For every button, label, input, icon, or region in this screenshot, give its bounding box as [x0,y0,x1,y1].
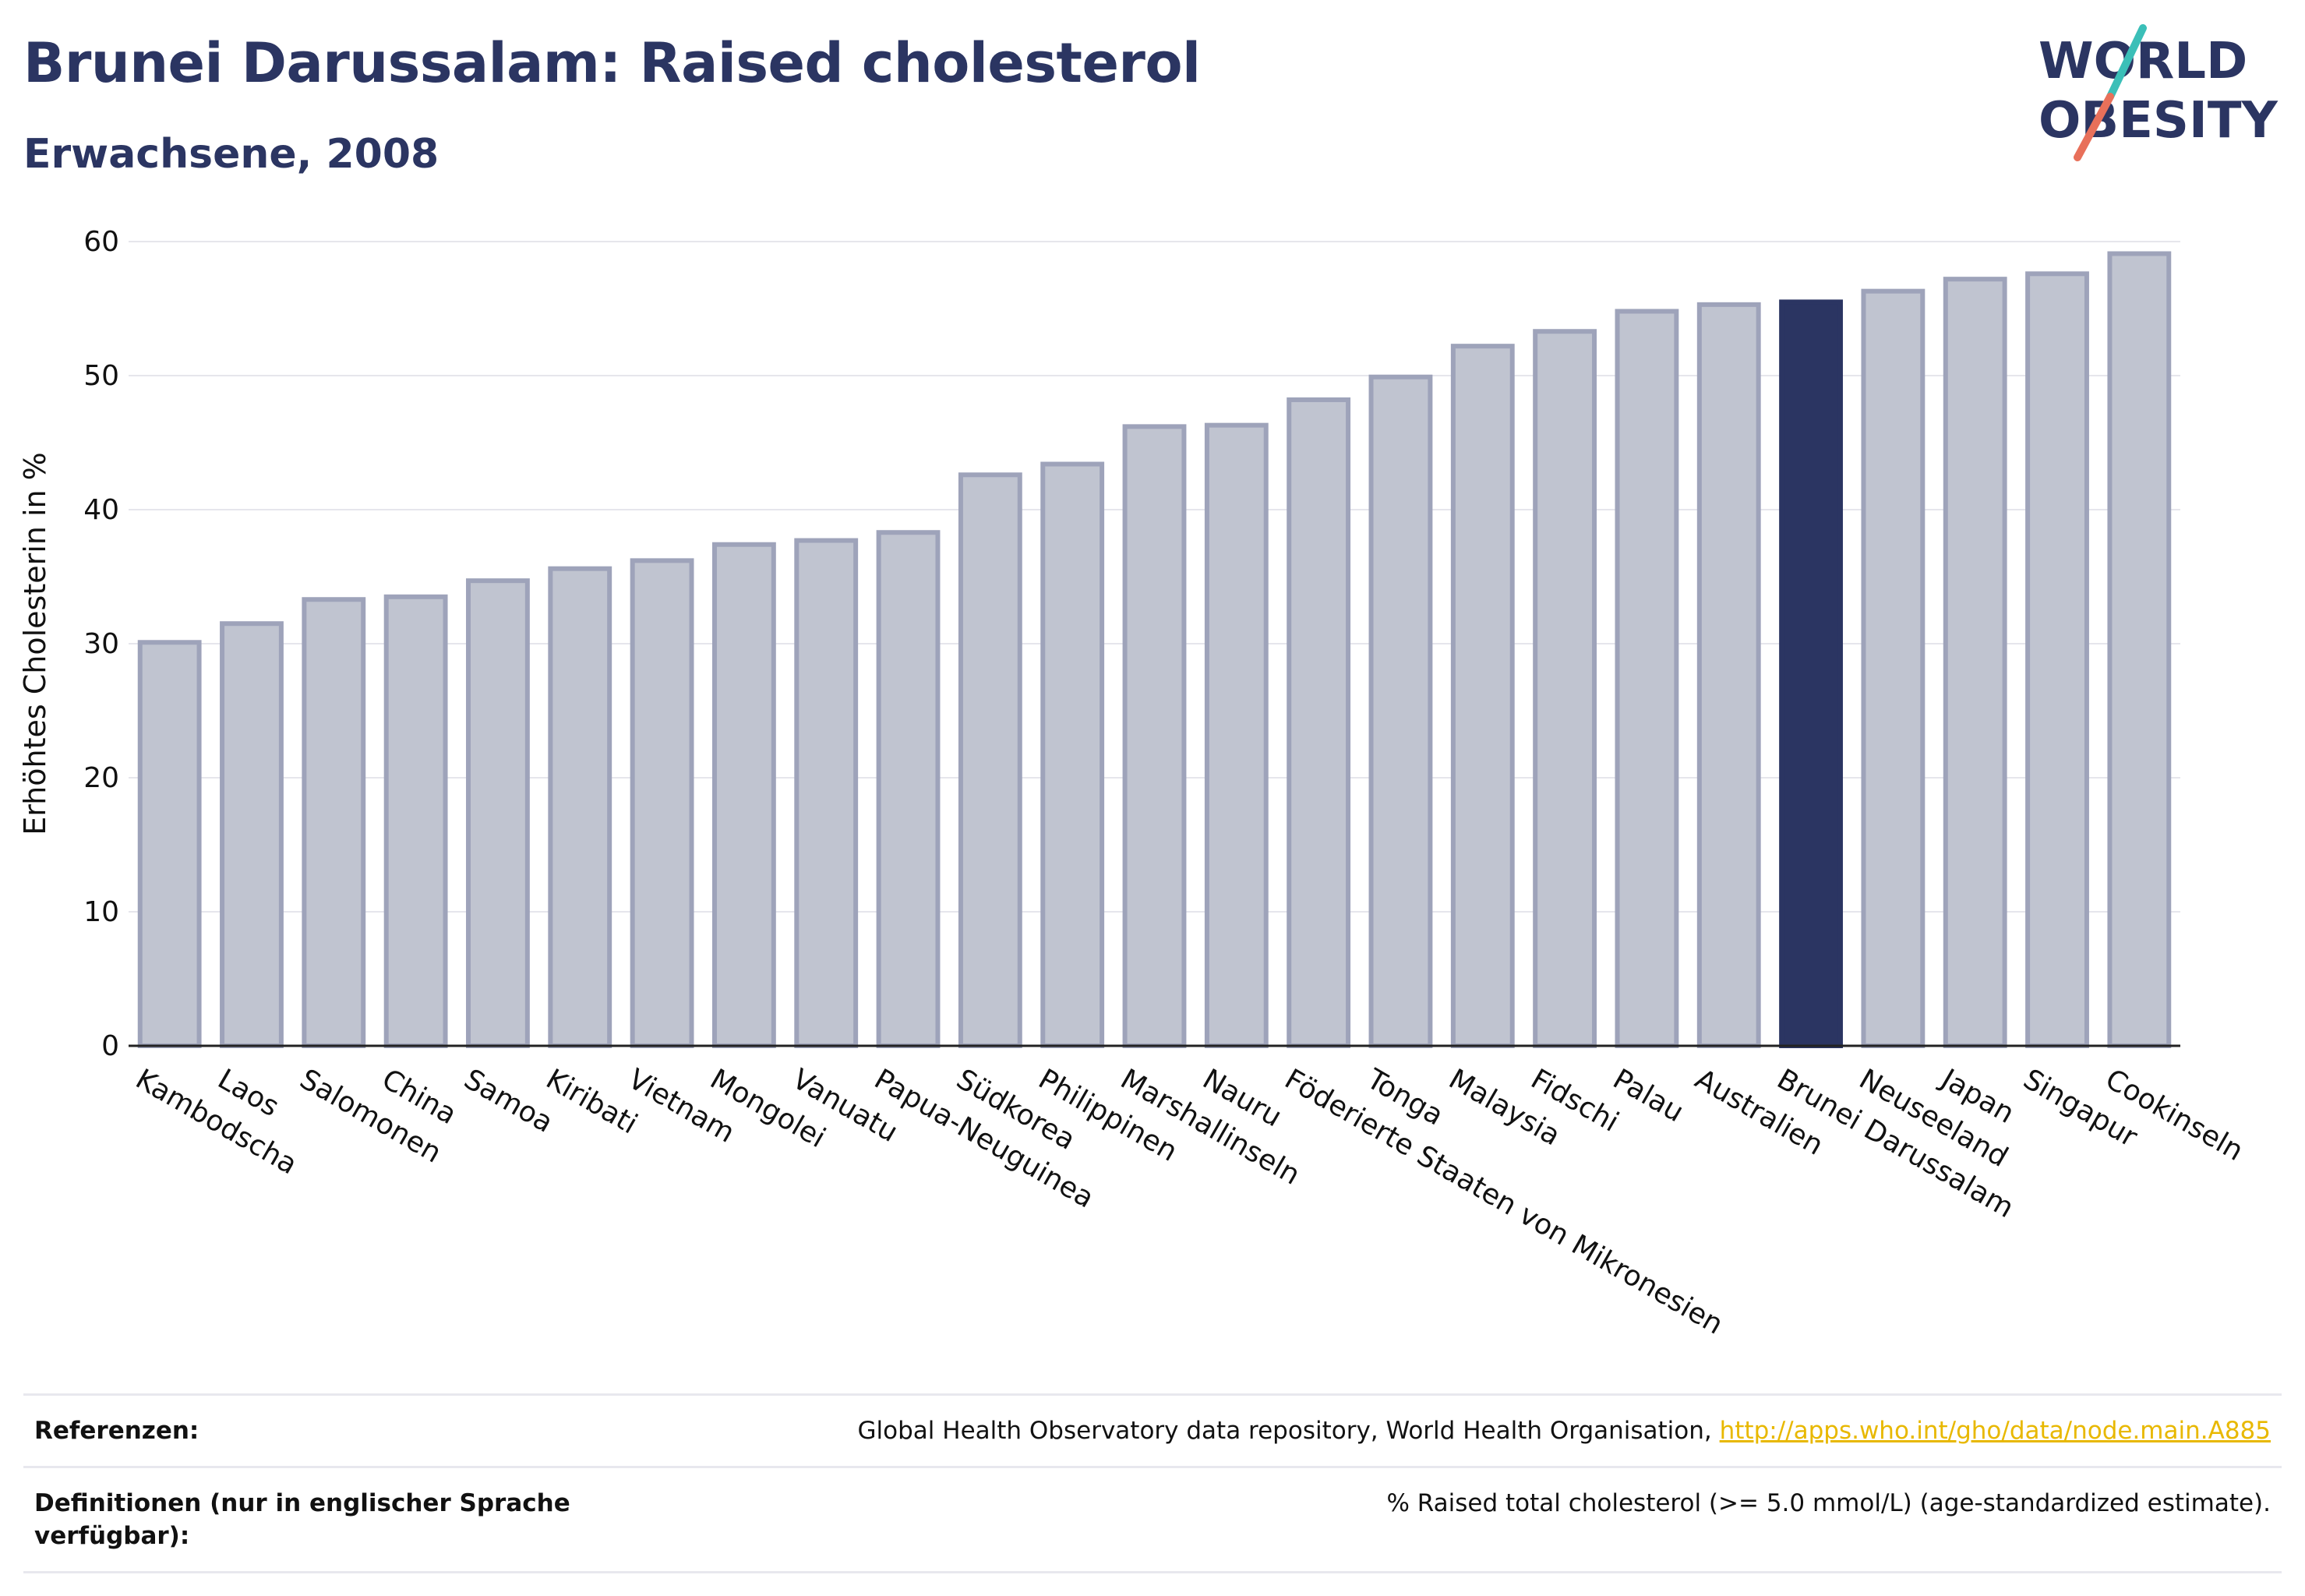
bar[interactable] [1287,397,1351,1048]
bar[interactable] [1615,309,1679,1048]
bar[interactable] [383,594,448,1048]
bar[interactable] [466,578,530,1048]
bar[interactable] [1696,302,1761,1048]
logo-slash-coral [2074,93,2114,161]
bar[interactable] [2107,251,2172,1049]
chart-title: Brunei Darussalam: Raised cholesterol [23,31,1201,95]
bar[interactable] [1861,288,1926,1048]
bar[interactable] [1450,344,1515,1049]
y-tick-label: 0 [101,1030,119,1062]
references-text: Global Health Observatory data repositor… [857,1417,1720,1445]
x-category-label: Samoa [458,1063,558,1139]
bar[interactable] [137,640,202,1048]
bar[interactable] [630,558,694,1048]
definitions-row: Definitionen (nur in englischer Sprache … [23,1466,2282,1573]
y-axis-title: Erhöhtes Cholesterin in % [18,452,52,835]
bars [137,251,2172,1049]
definitions-label: Definitionen (nur in englischer Sprache … [34,1489,570,1550]
world-obesity-logo: WORLD OBESITY [2038,24,2278,161]
bar[interactable] [302,597,366,1048]
y-axis-ticks: 0 10 20 30 40 50 60 [83,226,119,1062]
logo-line2: OBESITY [2038,92,2278,150]
bar[interactable] [794,538,859,1048]
x-category-label: Palau [1608,1063,1689,1128]
references-label: Referenzen: [34,1417,199,1445]
bar[interactable] [1368,374,1433,1049]
bar[interactable] [548,566,612,1048]
y-tick-label: 20 [83,762,119,794]
bar-highlighted[interactable] [1779,299,1843,1048]
x-category-label: Kambodscha [130,1063,302,1181]
footer-table: Referenzen: Global Health Observatory da… [23,1393,2282,1573]
chart-subtitle: Erwachsene, 2008 [23,131,439,178]
y-tick-label: 60 [83,226,119,258]
bar[interactable] [1040,461,1105,1048]
bar[interactable] [711,542,776,1048]
y-tick-label: 40 [83,494,119,526]
bar[interactable] [1204,422,1269,1048]
y-tick-label: 10 [83,896,119,928]
bar[interactable] [1943,277,2007,1049]
bar[interactable] [876,530,941,1048]
bar[interactable] [220,621,284,1048]
logo-slash-teal [2106,24,2147,101]
bar[interactable] [1533,329,1597,1048]
bar[interactable] [958,472,1022,1048]
bar[interactable] [1122,424,1187,1048]
definitions-value: % Raised total cholesterol (>= 5.0 mmol/… [1386,1489,2271,1517]
x-category-label: Kiribati [541,1063,643,1140]
references-row: Referenzen: Global Health Observatory da… [23,1393,2282,1466]
y-tick-label: 50 [83,360,119,392]
bar[interactable] [2025,271,2089,1048]
logo-line1: WORLD [2038,33,2247,90]
references-value: Global Health Observatory data repositor… [858,1414,2271,1447]
references-link[interactable]: http://apps.who.int/gho/data/node.main.A… [1719,1417,2271,1445]
y-tick-label: 30 [83,628,119,660]
